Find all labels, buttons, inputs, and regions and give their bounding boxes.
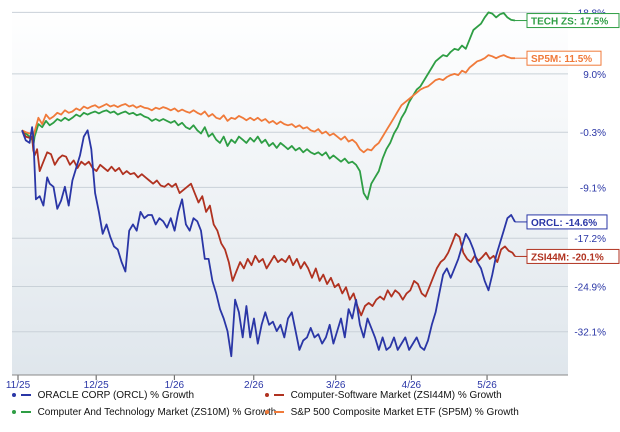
legend-swatch bbox=[273, 411, 284, 414]
series-line bbox=[21, 129, 516, 317]
x-tick-label: 11/25 bbox=[6, 380, 31, 391]
legend-swatch bbox=[20, 411, 31, 414]
legend-swatch bbox=[273, 394, 284, 397]
legend: ORACLE CORP (ORCL) % Growth Computer-Sof… bbox=[10, 388, 610, 424]
x-tick-label: 2/26 bbox=[244, 380, 264, 391]
legend-dot bbox=[12, 410, 16, 415]
y-tick-label: -32.1% bbox=[574, 328, 606, 339]
x-tick-label: 4/26 bbox=[402, 380, 422, 391]
y-tick-label: -0.3% bbox=[580, 128, 606, 139]
legend-dot bbox=[12, 393, 16, 398]
y-tick-label: -24.9% bbox=[574, 283, 606, 294]
series-line bbox=[21, 126, 516, 358]
legend-item-orcl: ORACLE CORP (ORCL) % Growth bbox=[12, 390, 194, 401]
end-label-box bbox=[526, 248, 620, 264]
legend-label: Computer-Software Market (ZSI44M) % Grow… bbox=[290, 390, 502, 401]
legend-item-zsi44m: Computer-Software Market (ZSI44M) % Grow… bbox=[265, 390, 502, 401]
legend-label: S&P 500 Composite Market ETF (SP5M) % Gr… bbox=[290, 407, 519, 418]
legend-item-sp5m: S&P 500 Composite Market ETF (SP5M) % Gr… bbox=[265, 407, 519, 418]
end-label: ORCL: -14.6% bbox=[531, 218, 597, 229]
end-label-box bbox=[526, 50, 602, 66]
x-tick-label: 5/26 bbox=[477, 380, 497, 391]
legend-label: ORACLE CORP (ORCL) % Growth bbox=[37, 390, 195, 401]
legend-item-zs10m: Computer And Technology Market (ZS10M) %… bbox=[12, 407, 276, 418]
x-tick-label: 3/26 bbox=[326, 380, 346, 391]
series-line bbox=[21, 11, 516, 201]
legend-label: Computer And Technology Market (ZS10M) %… bbox=[37, 407, 277, 418]
y-tick-label: -17.2% bbox=[574, 234, 606, 245]
end-label: SP5M: 11.5% bbox=[531, 54, 592, 65]
x-tick-label: 12/25 bbox=[84, 380, 109, 391]
legend-swatch bbox=[20, 394, 31, 397]
y-tick-label: 9.0% bbox=[583, 70, 606, 81]
y-tick-label: -9.1% bbox=[580, 183, 606, 194]
end-label: TECH ZS: 17.5% bbox=[531, 17, 608, 28]
end-label-box bbox=[526, 214, 608, 230]
legend-dot bbox=[265, 410, 269, 415]
end-label-box bbox=[526, 13, 620, 29]
end-label: ZSI44M: -20.1% bbox=[531, 252, 604, 263]
x-tick-label: 1/26 bbox=[165, 380, 185, 391]
series-line bbox=[21, 54, 515, 154]
legend-dot bbox=[265, 393, 269, 398]
